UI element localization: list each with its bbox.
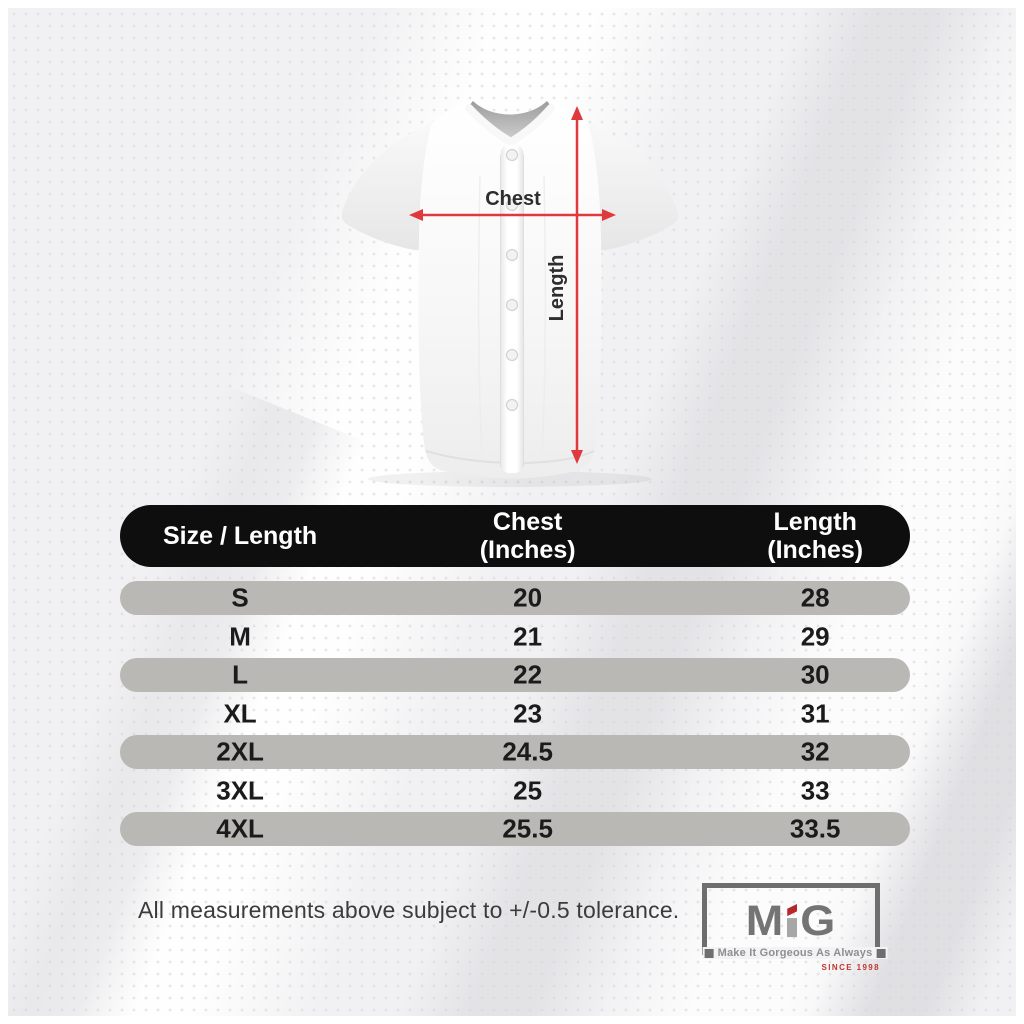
logo-letter-i-accent [787,903,798,916]
chest-arrow [409,209,616,221]
table-row: 4XL 25.5 33.5 [120,812,910,846]
size-cell: L [232,659,249,690]
chest-cell: 21 [513,621,543,651]
table-row: L 22 30 [120,658,910,692]
logo-tagline: Make It Gorgeous As Always [702,947,888,959]
tagline-cap-left [704,948,714,958]
length-arrow [571,106,583,464]
size-cell: 4XL [216,813,264,844]
length-cell: 31 [800,698,830,728]
table-row: 2XL 24.5 32 [120,735,910,769]
shirt-diagram: Chest Length [341,101,679,487]
chest-cell: 24.5 [502,736,553,767]
header-size: Size / Length [162,522,318,550]
logo-wordmark: M G [745,895,837,945]
size-cell: XL [223,698,257,728]
table-row: 3XL 25 33 [120,774,910,808]
size-cell: 3XL [216,775,264,805]
header-chest: Chest (Inches) [479,508,576,564]
length-cell: 33.5 [789,813,841,844]
shirt-illustration [341,101,679,487]
table-row: S 20 28 [120,581,910,615]
logo-letter-i [787,901,798,937]
logo-since: SINCE 1998 [821,963,880,972]
chest-cell: 25 [513,775,543,805]
table-rows: S 20 28 M 21 29 L 22 30 XL 23 31 2XL 24.5 32 3XL 25 33 4XL… [120,581,910,846]
logo-letter-m: M [745,895,785,945]
length-cell: 28 [800,582,830,613]
logo-letter-g: G [800,895,837,945]
chest-cell: 25.5 [502,813,553,844]
tagline-cap-right [876,948,886,958]
length-cell: 29 [800,621,830,651]
size-table: Size / Length Chest (Inches) Length (Inc… [120,505,910,851]
header-length: Length (Inches) [767,508,864,564]
tolerance-note: All measurements above subject to +/-0.5… [138,897,680,923]
length-cell: 33 [800,775,830,805]
length-cell: 30 [800,659,830,690]
chest-arrow-label: Chest [485,188,541,210]
shirt-buttons [505,148,519,412]
size-cell: M [229,621,251,651]
chest-cell: 22 [513,659,543,690]
length-arrow-label: Length [546,255,568,322]
length-cell: 32 [800,736,830,767]
table-row: M 21 29 [120,620,910,654]
chest-cell: 23 [513,698,543,728]
chest-cell: 20 [513,582,543,613]
logo-frame: M G [702,883,880,955]
logo-letter-i-stem [787,917,798,937]
size-cell: S [231,582,249,613]
table-row: XL 23 31 [120,697,910,731]
size-cell: 2XL [216,736,264,767]
brand-logo: M G Make It Gorgeous As Always SINCE 199… [702,883,888,973]
table-header: Size / Length Chest (Inches) Length (Inc… [120,505,910,567]
